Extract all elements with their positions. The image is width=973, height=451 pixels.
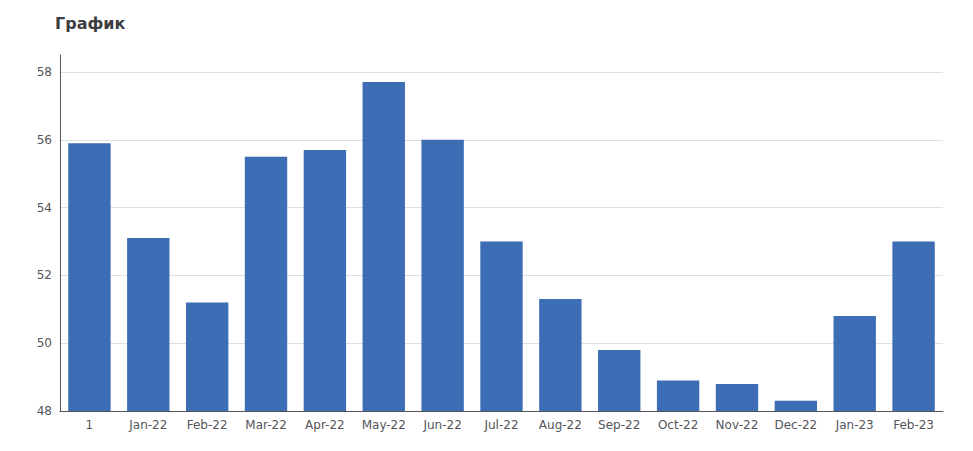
svg-text:48: 48 [37,404,52,418]
svg-text:50: 50 [37,336,52,350]
svg-text:Aug-22: Aug-22 [539,418,582,432]
svg-text:Feb-23: Feb-23 [893,418,934,432]
svg-text:Dec-22: Dec-22 [774,418,817,432]
svg-text:52: 52 [37,268,52,282]
svg-text:Jul-22: Jul-22 [483,418,518,432]
svg-text:Jan-22: Jan-22 [128,418,167,432]
svg-text:1: 1 [86,418,94,432]
svg-text:54: 54 [37,201,52,215]
svg-text:Mar-22: Mar-22 [245,418,286,432]
svg-text:56: 56 [37,133,52,147]
svg-text:Sep-22: Sep-22 [598,418,640,432]
svg-text:Jun-22: Jun-22 [422,418,461,432]
svg-text:Nov-22: Nov-22 [716,418,759,432]
svg-text:58: 58 [37,65,52,79]
svg-text:Jan-23: Jan-23 [835,418,874,432]
svg-text:График: График [55,14,126,33]
svg-text:Feb-22: Feb-22 [187,418,228,432]
svg-text:Apr-22: Apr-22 [305,418,345,432]
svg-text:Oct-22: Oct-22 [658,418,698,432]
svg-text:May-22: May-22 [362,418,406,432]
